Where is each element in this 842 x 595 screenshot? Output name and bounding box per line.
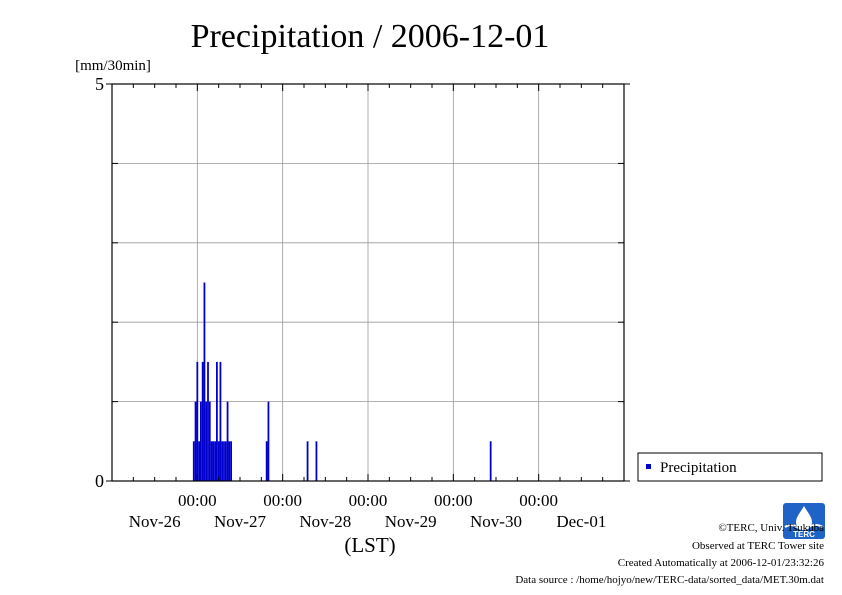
y-axis: 05 (95, 74, 630, 491)
bar (223, 441, 225, 481)
bar (194, 401, 197, 481)
x-tick-label-date: Nov-30 (470, 512, 522, 531)
y-tick-label: 0 (95, 471, 104, 491)
x-axis: 00:00 00:00 00:00 00:00 00:00 Nov-26 Nov-27 Nov… (111, 84, 625, 531)
chart-title: Precipitation / 2006-12-01 (191, 18, 550, 55)
bar (315, 441, 318, 481)
bar (210, 441, 213, 481)
bar (267, 401, 270, 481)
y-tick-label: 5 (95, 74, 104, 94)
x-tick-label-date: Nov-29 (385, 512, 437, 531)
legend-label: Precipitation (660, 460, 737, 476)
bar (192, 441, 195, 481)
bar (489, 441, 492, 481)
bar (221, 441, 224, 481)
bar (228, 441, 231, 481)
bar (226, 401, 229, 481)
legend-swatch (646, 464, 651, 469)
y-axis-unit-label: [mm/30min] (75, 58, 151, 74)
bar (212, 441, 215, 481)
bar (205, 401, 208, 481)
bar (230, 441, 232, 481)
site-text: Observed at TERC Tower site (691, 540, 824, 552)
terc-logo: TERC (783, 503, 825, 539)
logo-text: TERC (793, 530, 815, 539)
copyright-text: ©TERC, Univ. Tsukuba (718, 522, 824, 534)
x-tick-label-date: Nov-27 (214, 512, 266, 531)
bar (214, 441, 216, 481)
bar (208, 401, 211, 481)
bar (216, 361, 218, 481)
x-tick-label-date: Nov-26 (129, 512, 181, 531)
bar-series-precipitation (192, 282, 492, 481)
bar (207, 361, 209, 481)
grid (112, 84, 624, 481)
x-tick-label-time: 00:00 (263, 491, 302, 510)
legend-box (637, 452, 823, 482)
bar (306, 441, 309, 481)
bar (196, 361, 199, 481)
bar (224, 441, 227, 481)
x-tick-label-date: Nov-28 (299, 512, 351, 531)
data-source-text: Data source : /home/hojyo/new/TERC-data/… (515, 574, 824, 586)
bar (265, 441, 268, 481)
bar (217, 441, 220, 481)
x-tick-label-time: 00:00 (519, 491, 558, 510)
x-axis-title: (LST) (344, 533, 395, 557)
x-tick-label-date: Dec-01 (556, 512, 606, 531)
bar (198, 441, 200, 481)
bar (201, 361, 204, 481)
bar (203, 282, 206, 481)
created-text: Created Automatically at 2006-12-01/23:3… (617, 557, 824, 569)
x-tick-label-time: 00:00 (178, 491, 217, 510)
x-tick-label-time: 00:00 (349, 491, 388, 510)
bar (219, 361, 222, 481)
bar (200, 401, 202, 481)
x-tick-label-time: 00:00 (434, 491, 473, 510)
legend: Precipitation (637, 452, 823, 482)
